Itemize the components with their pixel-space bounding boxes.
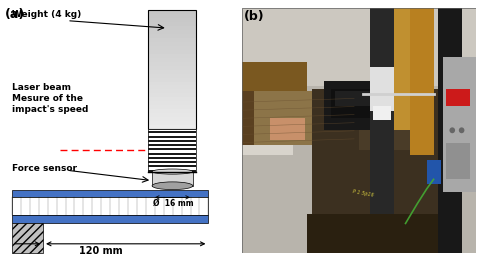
Bar <box>331 89 387 118</box>
Bar <box>148 66 196 70</box>
Bar <box>148 85 196 90</box>
Bar <box>148 125 196 129</box>
Bar <box>148 148 196 150</box>
Bar <box>410 8 433 155</box>
Bar <box>148 131 196 133</box>
Bar <box>148 10 196 129</box>
Circle shape <box>449 127 455 133</box>
Text: Laser beam
Mesure of the
impact's speed: Laser beam Mesure of the impact's speed <box>12 83 88 114</box>
Bar <box>242 106 293 116</box>
Ellipse shape <box>152 169 193 174</box>
Bar <box>148 70 196 74</box>
Bar <box>148 10 196 14</box>
Bar <box>148 26 196 30</box>
Bar <box>148 42 196 46</box>
Ellipse shape <box>152 182 193 190</box>
Text: Weight (4 kg): Weight (4 kg) <box>12 10 81 19</box>
Bar <box>148 140 196 142</box>
Bar <box>148 30 196 34</box>
Bar <box>148 105 196 109</box>
Bar <box>242 91 253 145</box>
Bar <box>148 50 196 54</box>
Bar <box>394 8 422 130</box>
Text: P 1 5p16: P 1 5p16 <box>353 189 375 197</box>
Bar <box>12 190 208 197</box>
Bar <box>148 93 196 97</box>
Bar <box>148 153 196 155</box>
Bar <box>152 172 193 186</box>
Bar <box>370 67 394 111</box>
Bar <box>446 142 470 179</box>
Bar <box>148 161 196 163</box>
Bar <box>308 214 438 253</box>
Bar <box>242 101 308 106</box>
Bar <box>148 144 196 146</box>
Circle shape <box>459 127 465 133</box>
Bar <box>148 54 196 58</box>
Bar <box>148 22 196 26</box>
Bar <box>148 113 196 117</box>
Bar <box>242 106 293 155</box>
Bar <box>148 129 196 172</box>
Text: Force sensor: Force sensor <box>12 164 77 173</box>
Bar <box>148 121 196 125</box>
Text: (a): (a) <box>5 8 25 21</box>
Bar <box>242 91 354 145</box>
Bar <box>148 165 196 167</box>
Text: (b): (b) <box>244 10 265 23</box>
Bar <box>12 215 208 223</box>
Bar <box>12 223 43 253</box>
Bar <box>148 14 196 18</box>
Bar <box>270 118 305 140</box>
Bar <box>148 90 196 93</box>
Text: 120 mm: 120 mm <box>79 246 122 256</box>
Bar <box>148 46 196 50</box>
Bar <box>427 160 441 184</box>
Bar <box>12 197 208 215</box>
Bar <box>148 82 196 85</box>
Bar <box>438 8 462 253</box>
Bar <box>148 101 196 105</box>
Bar <box>148 18 196 22</box>
Bar <box>148 62 196 66</box>
Bar <box>148 38 196 42</box>
Bar <box>148 170 196 172</box>
Bar <box>148 58 196 62</box>
Bar <box>370 8 394 253</box>
Bar <box>312 89 441 216</box>
Bar <box>148 117 196 121</box>
Bar <box>148 78 196 82</box>
Bar <box>242 62 308 106</box>
Bar <box>373 106 391 120</box>
Bar <box>446 89 470 106</box>
Bar <box>148 74 196 78</box>
Bar <box>148 157 196 159</box>
Bar <box>359 106 417 150</box>
Bar <box>324 81 394 130</box>
Bar <box>148 109 196 113</box>
Bar <box>148 136 196 138</box>
Bar <box>242 8 476 86</box>
Bar <box>443 57 476 191</box>
Bar <box>148 34 196 38</box>
Text: Ø  16 mm: Ø 16 mm <box>153 199 194 208</box>
Bar <box>148 97 196 101</box>
Bar <box>335 91 382 106</box>
